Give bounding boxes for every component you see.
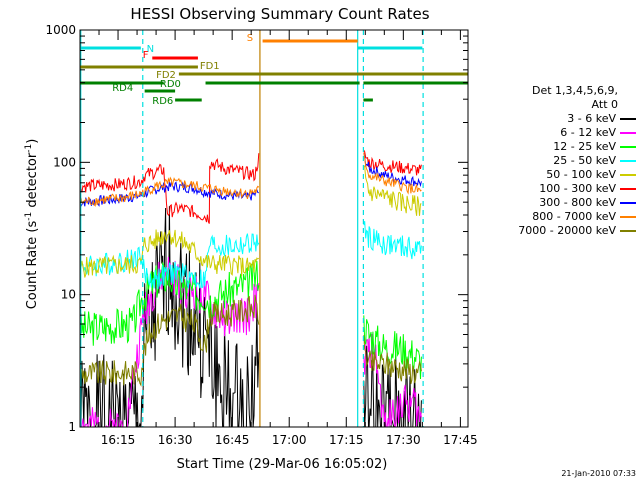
y-axis-label: Count Rate (s-1 detector-1) (24, 139, 40, 310)
flag-label: FD2 (156, 70, 176, 81)
y-axis-label-sup2: -1 (24, 144, 34, 153)
legend-entry: 25 - 50 keV (470, 154, 638, 168)
legend-swatch (620, 230, 636, 232)
legend: Det 1,3,4,5,6,9, Att 0 3 - 6 keV 6 - 12 k… (470, 84, 638, 238)
legend-header-line1: Det 1,3,4,5,6,9, (531, 84, 618, 97)
legend-entry: 300 - 800 keV (470, 196, 638, 210)
legend-entry: 50 - 100 keV (470, 168, 638, 182)
x-tick-label: 16:15 (101, 433, 136, 447)
flag-label: N (147, 44, 154, 55)
vertical-markers (80, 30, 424, 427)
legend-swatch (620, 118, 636, 120)
series-line (79, 259, 422, 380)
series-line (79, 164, 422, 278)
x-tick-label: 17:00 (272, 433, 307, 447)
flag-label: S (247, 33, 253, 44)
y-axis-label-sup1: -1 (24, 212, 34, 221)
flag-label: RD4 (112, 83, 133, 94)
legend-swatch (620, 202, 636, 204)
legend-label: 6 - 12 keV (560, 126, 616, 139)
flag-label: RD6 (152, 96, 173, 107)
y-axis-label-end: ) (25, 139, 40, 144)
axes: 1 10 100 1000 16:15 16:30 16:45 17:00 17:15 17:30… (45, 23, 477, 447)
flag-label: FD1 (200, 61, 220, 72)
legend-label: 100 - 300 keV (539, 182, 616, 195)
y-tick-label: 100 (53, 155, 76, 169)
legend-entry: 7000 - 20000 keV (470, 224, 638, 238)
legend-entry: 6 - 12 keV (470, 126, 638, 140)
x-tick-label: 16:30 (158, 433, 193, 447)
y-axis-label-mid: detector (25, 152, 40, 212)
legend-label: 12 - 25 keV (553, 140, 616, 153)
x-tick-label: 17:30 (386, 433, 421, 447)
legend-swatch (620, 188, 636, 190)
plot-frame (79, 29, 469, 428)
series-line (79, 152, 422, 207)
x-tick-label: 17:15 (329, 433, 364, 447)
flag-label: F (143, 50, 149, 61)
legend-entry: 3 - 6 keV (470, 112, 638, 126)
legend-label: 3 - 6 keV (567, 112, 616, 125)
footer-date: 21-Jan-2010 07:33 (561, 469, 636, 478)
flag-label: RD0 (160, 79, 181, 90)
legend-swatch (620, 132, 636, 134)
legend-entry: 100 - 300 keV (470, 182, 638, 196)
y-axis-label-main: Count Rate (s (25, 221, 40, 310)
legend-label: 300 - 800 keV (539, 196, 616, 209)
series-line (80, 256, 422, 428)
y-tick-label: 1000 (45, 23, 76, 37)
series-line (79, 149, 422, 224)
x-tick-label: 16:45 (215, 433, 250, 447)
legend-entry: 12 - 25 keV (470, 140, 638, 154)
legend-label: 800 - 7000 keV (532, 210, 616, 223)
legend-label: 50 - 100 keV (546, 168, 616, 181)
legend-entry: 800 - 7000 keV (470, 210, 638, 224)
legend-swatch (620, 174, 636, 176)
series-line (79, 220, 422, 290)
legend-header-line2: Att 0 (591, 98, 618, 111)
legend-label: 7000 - 20000 keV (518, 224, 616, 237)
chart-title: HESSI Observing Summary Count Rates (130, 5, 429, 23)
x-tick-label: 17:45 (443, 433, 478, 447)
legend-swatch (620, 146, 636, 148)
series-line (79, 294, 422, 387)
legend-label: 25 - 50 keV (553, 154, 616, 167)
y-tick-label: 1 (68, 420, 76, 434)
legend-rows: 3 - 6 keV 6 - 12 keV 12 - 25 keV 25 - 50 ke… (470, 112, 638, 238)
legend-swatch (620, 160, 636, 162)
legend-swatch (620, 216, 636, 218)
data-layer (79, 149, 422, 428)
x-axis-label: Start Time (29-Mar-06 16:05:02) (177, 457, 388, 472)
y-tick-label: 10 (61, 288, 76, 302)
